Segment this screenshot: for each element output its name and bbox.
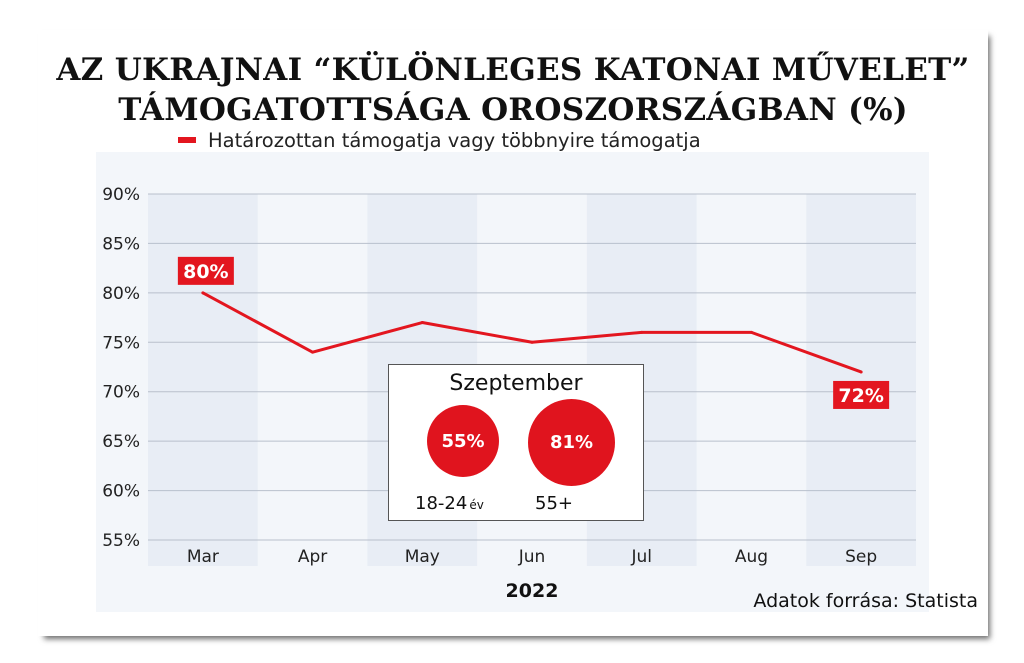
title-line-1: AZ UKRAJNAI “KÜLÖNLEGES KATONAI MŰVELET” <box>56 52 970 88</box>
y-tick-label: 85% <box>102 234 140 254</box>
column-band <box>148 194 258 566</box>
data-point <box>640 330 644 334</box>
x-tick-label: Aug <box>735 547 768 567</box>
y-tick-label: 60% <box>102 482 140 502</box>
legend: Határozottan támogatja vagy többnyire tá… <box>178 128 701 152</box>
y-tick-label: 75% <box>102 333 140 353</box>
title-line-2: TÁMOGATOTTSÁGA OROSZORSZÁGBAN (%) <box>118 92 908 128</box>
data-label-box <box>177 256 234 285</box>
data-point <box>859 370 863 374</box>
data-point <box>201 291 205 295</box>
bubble-55-plus-label: 55+ <box>535 493 573 514</box>
data-label: 72% <box>838 385 883 407</box>
age-unit: év <box>469 498 484 512</box>
x-axis-label: 2022 <box>506 580 559 602</box>
bubble-18-24-label: 18-24 év <box>415 493 484 514</box>
bubble-55-plus: 81% <box>528 399 615 486</box>
y-tick-label: 65% <box>102 432 140 452</box>
data-point <box>749 330 753 334</box>
age-group-label: 55+ <box>535 493 573 514</box>
y-tick-label: 55% <box>102 531 140 551</box>
x-tick-label: Jul <box>630 547 652 567</box>
legend-swatch <box>178 137 196 143</box>
legend-label: Határozottan támogatja vagy többnyire tá… <box>208 128 701 152</box>
x-tick-label: Apr <box>298 547 327 567</box>
data-point <box>530 340 534 344</box>
data-point <box>311 350 315 354</box>
x-tick-label: May <box>405 547 440 567</box>
september-inset: Szeptember 55% 81% 18-24 év 55+ <box>388 364 644 521</box>
y-tick-label: 90% <box>102 185 140 205</box>
age-group-label: 18-24 <box>415 493 468 514</box>
bubble-18-24: 55% <box>427 405 499 477</box>
x-tick-label: Sep <box>845 547 877 567</box>
column-band <box>806 194 916 566</box>
data-label-box <box>833 380 890 409</box>
y-tick-label: 70% <box>102 383 140 403</box>
data-point <box>420 321 424 325</box>
data-label: 80% <box>183 261 228 283</box>
y-tick-label: 80% <box>102 284 140 304</box>
source-note: Adatok forrása: Statista <box>753 590 978 612</box>
chart-title: AZ UKRAJNAI “KÜLÖNLEGES KATONAI MŰVELET”… <box>38 50 988 130</box>
inset-title: Szeptember <box>449 371 583 396</box>
x-tick-label: Jun <box>518 547 546 567</box>
bubble-55-plus-value: 81% <box>549 432 594 453</box>
x-tick-label: Mar <box>187 547 219 567</box>
bubble-18-24-value: 55% <box>441 430 485 452</box>
